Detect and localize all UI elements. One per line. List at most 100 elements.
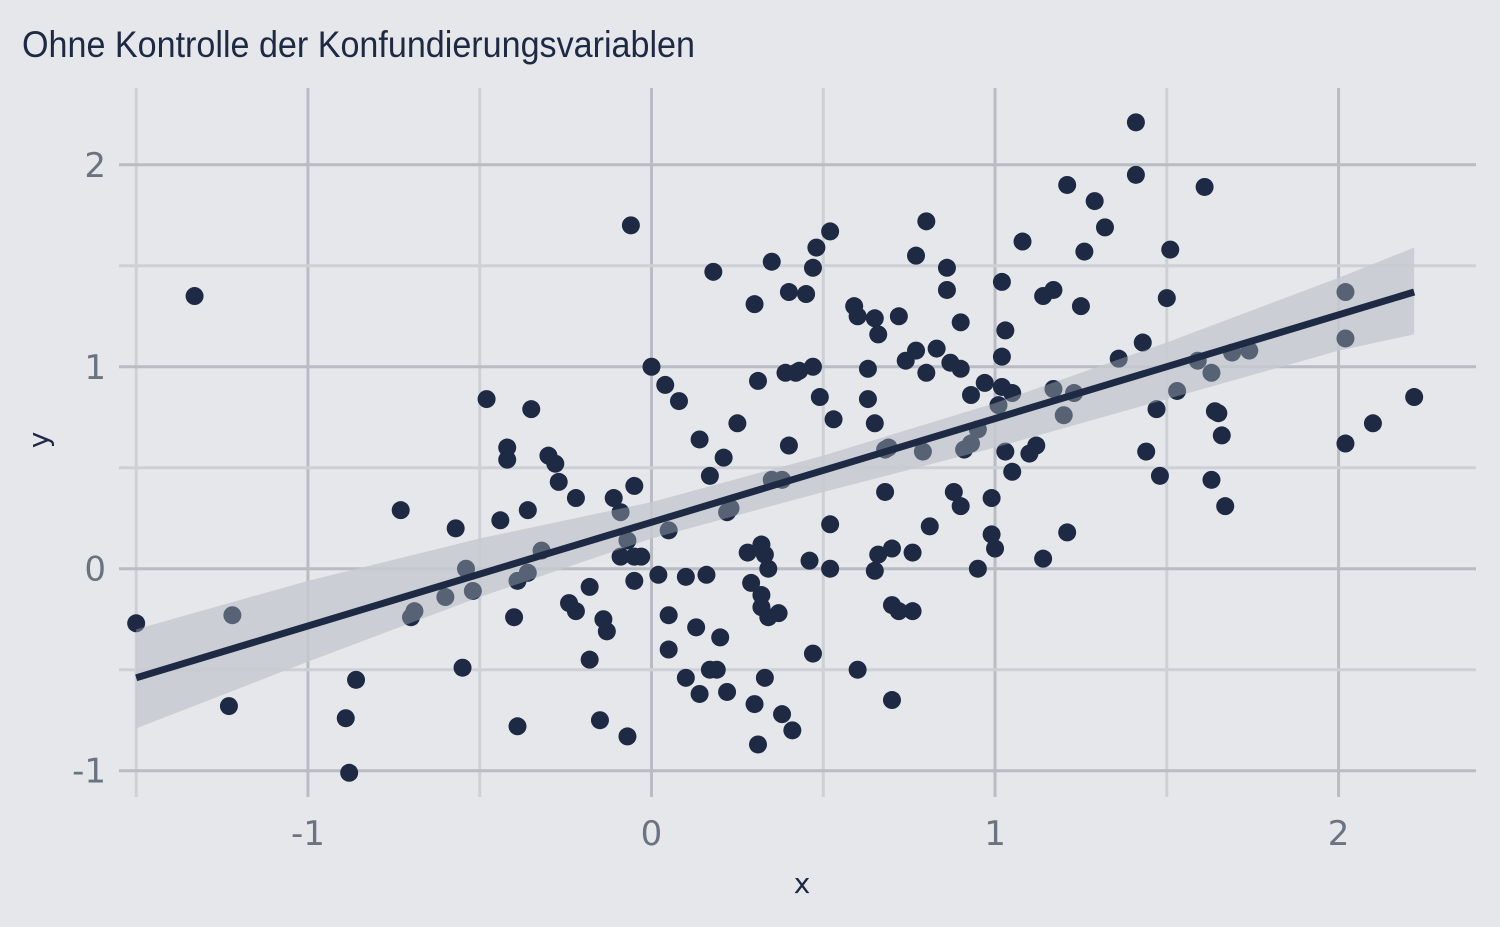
data-point <box>876 482 895 501</box>
data-point <box>1058 523 1077 542</box>
data-point <box>968 559 987 578</box>
data-point <box>882 539 901 558</box>
data-point <box>927 339 946 358</box>
data-point <box>223 606 242 625</box>
data-point <box>821 222 840 241</box>
data-point <box>1336 434 1355 453</box>
data-point <box>446 519 465 538</box>
data-point <box>742 573 761 592</box>
data-point <box>518 501 537 520</box>
data-point <box>848 307 867 326</box>
data-point <box>1071 297 1090 316</box>
data-point <box>865 309 884 328</box>
data-point <box>903 602 922 621</box>
data-point <box>728 414 747 433</box>
data-point <box>773 705 792 724</box>
data-points <box>127 113 1424 782</box>
data-point <box>687 618 706 637</box>
data-point <box>676 567 695 586</box>
data-point <box>1003 462 1022 481</box>
data-point <box>697 565 716 584</box>
data-point <box>1157 289 1176 308</box>
data-point <box>611 547 630 566</box>
data-point <box>869 545 888 564</box>
y-axis-ticks: -1 0 1 2 <box>72 146 106 792</box>
data-point <box>1003 384 1022 403</box>
data-point <box>882 691 901 710</box>
data-point <box>1212 426 1231 445</box>
data-point <box>618 727 637 746</box>
data-point <box>632 547 651 566</box>
data-point <box>718 682 737 701</box>
data-point <box>824 410 843 429</box>
data-point <box>711 628 730 647</box>
y-tick-label: -1 <box>72 752 106 792</box>
data-point <box>549 472 568 491</box>
data-point <box>1075 242 1094 261</box>
data-point <box>618 531 637 550</box>
data-point <box>903 543 922 562</box>
data-point <box>738 543 757 562</box>
data-point <box>803 644 822 663</box>
data-point <box>590 711 609 730</box>
data-point <box>566 489 585 508</box>
data-point <box>1202 363 1221 382</box>
data-point <box>951 497 970 516</box>
data-point <box>676 668 695 687</box>
data-point <box>508 717 527 736</box>
data-point <box>803 357 822 376</box>
data-point <box>505 608 524 627</box>
data-point <box>907 341 926 360</box>
data-point <box>1085 192 1104 211</box>
data-point <box>779 436 798 455</box>
data-point <box>659 521 678 540</box>
data-point <box>669 392 688 411</box>
data-point <box>1013 232 1032 251</box>
data-point <box>707 660 726 679</box>
data-point <box>1095 218 1114 237</box>
data-point <box>759 559 778 578</box>
data-point <box>127 614 146 633</box>
data-point <box>649 565 668 584</box>
data-point <box>1336 329 1355 348</box>
fit-line-group <box>135 247 1416 729</box>
data-point <box>996 321 1015 340</box>
data-point <box>810 388 829 407</box>
data-point <box>659 640 678 659</box>
data-point <box>1137 442 1156 461</box>
data-point <box>755 668 774 687</box>
data-point <box>1195 177 1214 196</box>
data-point <box>1058 175 1077 194</box>
data-point <box>907 246 926 265</box>
data-point <box>1161 240 1180 259</box>
data-point <box>1363 414 1382 433</box>
data-point <box>1216 497 1235 516</box>
data-point <box>762 252 781 271</box>
data-point <box>1150 466 1169 485</box>
x-tick-label: 1 <box>984 814 1006 854</box>
fit-line <box>135 288 1416 682</box>
data-point <box>714 448 733 467</box>
x-axis-label: x <box>794 867 811 900</box>
data-point <box>721 499 740 518</box>
data-point <box>1405 388 1424 407</box>
data-point <box>996 442 1015 461</box>
data-point <box>989 396 1008 415</box>
data-point <box>1147 400 1166 419</box>
data-point <box>848 660 867 679</box>
data-point <box>597 622 616 641</box>
data-point <box>656 375 675 394</box>
data-point <box>1126 165 1145 184</box>
data-point <box>755 545 774 564</box>
data-point <box>219 697 238 716</box>
data-point <box>944 482 963 501</box>
data-point <box>937 258 956 277</box>
data-point <box>700 466 719 485</box>
data-point <box>642 357 661 376</box>
x-tick-label: -1 <box>291 814 325 854</box>
y-tick-label: 1 <box>84 348 106 388</box>
data-point <box>917 212 936 231</box>
data-point <box>951 313 970 332</box>
